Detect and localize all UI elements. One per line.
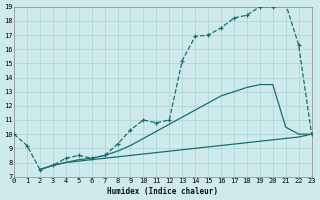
X-axis label: Humidex (Indice chaleur): Humidex (Indice chaleur) bbox=[107, 187, 218, 196]
